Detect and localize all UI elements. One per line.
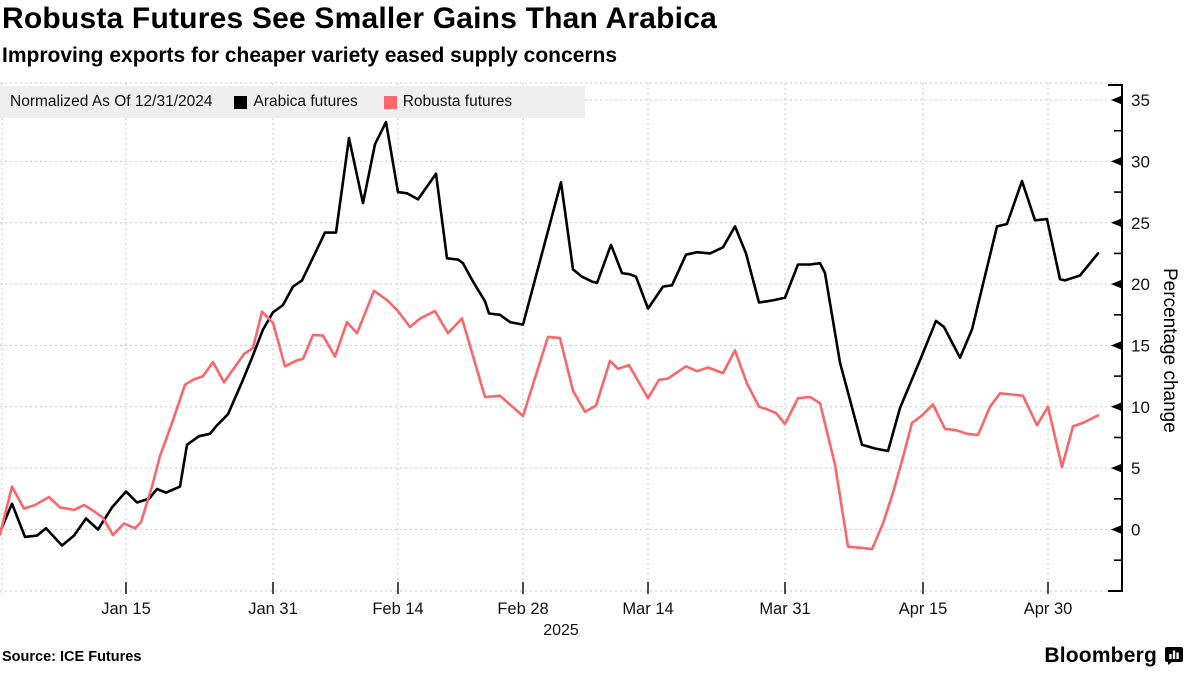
robusta-futures-line [0, 289, 1100, 551]
bloomberg-brand: Bloomberg [1044, 644, 1184, 668]
y-axis [125, 84, 1123, 594]
y-major-tick-arrow [1111, 402, 1122, 412]
y-major-tick-arrow [1111, 156, 1122, 166]
x-tick-label: Apr 30 [1024, 600, 1073, 618]
series-lines [0, 120, 1100, 551]
y-major-tick-arrow [1111, 340, 1122, 350]
legend-band [0, 86, 585, 118]
y-tick-label: 0 [1131, 521, 1140, 540]
x-axis-year-label: 2025 [543, 622, 579, 639]
axis-tick-labels: 0 5 10 15 20 25 30 35 Jan 15 Jan 31 Feb 14 Feb 28 Ma… [101, 91, 1150, 618]
y-major-tick-arrow [1111, 525, 1122, 534]
y-major-tick-arrow [1111, 463, 1122, 473]
x-tick-label: Mar 31 [759, 600, 810, 618]
bloomberg-wordmark: Bloomberg [1044, 644, 1157, 667]
x-tick-label: Jan 15 [101, 600, 151, 618]
bloomberg-logo-icon [1165, 647, 1183, 665]
y-axis-line [1108, 84, 1123, 592]
x-tick-label: Apr 15 [899, 600, 948, 618]
x-tick-label: Jan 31 [248, 600, 298, 618]
y-axis-title: Percentage change [1159, 267, 1180, 433]
y-tick-label: 35 [1131, 91, 1150, 110]
x-tick-label: Feb 14 [372, 600, 423, 618]
page-title: Robusta Futures See Smaller Gains Than A… [2, 2, 717, 35]
y-major-tick-arrow [1111, 279, 1122, 289]
y-major-tick-arrow [1111, 218, 1122, 228]
y-tick-label: 10 [1131, 398, 1150, 417]
y-tick-label: 20 [1131, 275, 1150, 294]
y-tick-label: 5 [1131, 459, 1140, 478]
source-attribution: Source: ICE Futures [2, 649, 142, 665]
x-tick-label: Mar 14 [622, 600, 673, 618]
y-tick-label: 30 [1131, 152, 1150, 171]
y-tick-label: 15 [1131, 336, 1150, 355]
y-major-tick-arrow [1111, 95, 1122, 105]
page-subtitle: Improving exports for cheaper variety ea… [2, 44, 618, 67]
y-tick-label: 25 [1131, 214, 1150, 233]
arabica-futures-line [0, 120, 1100, 547]
x-tick-label: Feb 28 [497, 600, 548, 618]
